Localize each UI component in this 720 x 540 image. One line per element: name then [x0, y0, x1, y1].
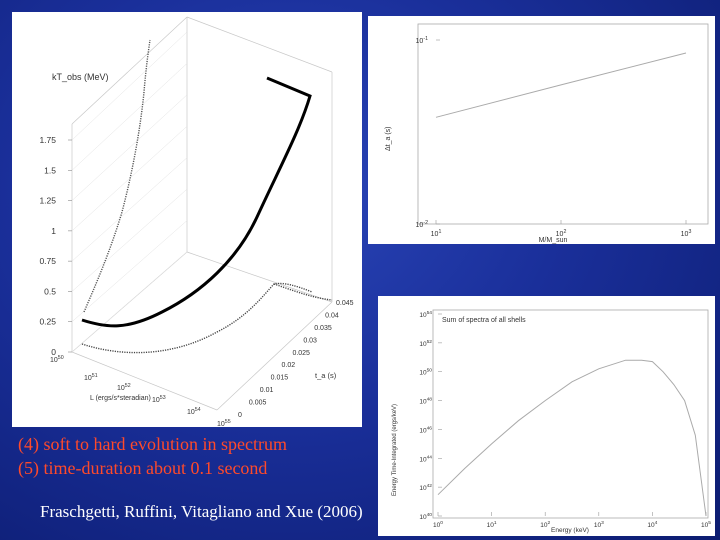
- y-axis-label: t_a (s): [315, 371, 337, 380]
- x-tick-label: 102: [540, 520, 550, 529]
- caption-line-2: (5) time-duration about 0.1 second: [18, 458, 268, 478]
- x-tick-label: 1050: [50, 355, 64, 364]
- annotation-text: Sum of spectra of all shells: [442, 317, 526, 324]
- y-tick-label: 0.025: [292, 350, 310, 357]
- x-tick-label: 1055: [217, 419, 231, 427]
- z-tick-label: 0.75: [39, 256, 56, 266]
- x-axis-label: Energy (keV): [551, 527, 589, 534]
- x-tick-label: 102: [556, 229, 567, 238]
- duration-vs-mass-plot-svg: 101 102 103 10-1 10-2 Δt_a (s) M/M_sun: [385, 23, 709, 244]
- duration-vs-mass-plot: 101 102 103 10-1 10-2 Δt_a (s) M/M_sun: [368, 16, 715, 244]
- x-axis-label: M/M_sun: [539, 237, 568, 244]
- y-tick-label: 0.045: [336, 300, 354, 307]
- duration-series-line: [435, 52, 687, 118]
- y-tick-label: 1054: [419, 310, 432, 319]
- x-tick-label: 104: [647, 520, 657, 529]
- projection-wall-curve: [83, 39, 151, 313]
- z-tick-label: 0.25: [39, 317, 56, 327]
- y-axis-label: Δt_a (s): [385, 126, 392, 151]
- x-tick-label: 101: [487, 520, 497, 529]
- spectrum-evolution-curve: [81, 76, 312, 328]
- time-integrated-spectrum-plot-svg: Sum of spectra of all shells 100 101 102 10…: [392, 309, 711, 534]
- x-tick-label: 105: [701, 520, 711, 529]
- grid-line: [71, 126, 188, 232]
- y-tick-label: 1050: [419, 368, 432, 377]
- plot-frame: [417, 23, 709, 225]
- x-axis-label: L (ergs/s*steradian): [90, 395, 151, 402]
- z-tick-label: 1.25: [39, 196, 56, 206]
- z-axis-label: kT_obs (MeV): [52, 72, 109, 82]
- z-tick-label: 1: [51, 226, 56, 236]
- y-tick-label: 1048: [419, 397, 432, 406]
- x-axis-line: [71, 351, 218, 411]
- x-tick-label: 101: [431, 229, 442, 238]
- tick-labels: 100 101 102 103 104 105 1054 1052 1050 1048 1046 10…: [419, 310, 711, 529]
- y-tick-label: 0.04: [325, 312, 339, 319]
- x-tick-label: 103: [594, 520, 604, 529]
- y-tick-label: 0.03: [303, 337, 317, 344]
- z-tick-label: 0: [51, 347, 56, 357]
- projection-floor-curve: [81, 282, 313, 354]
- time-integrated-spectrum-plot: Sum of spectra of all shells 100 101 102 10…: [378, 296, 715, 536]
- spectrum-3d-plot: kT_obs (MeV) 1.75 1.5 1.25 1 0.75 0.5 0.25 0 L …: [12, 12, 362, 427]
- y-tick-label: 1040: [419, 512, 432, 521]
- z-tick-label: 1.75: [39, 135, 56, 145]
- y-tick-label: 0.005: [249, 400, 267, 407]
- y-tick-label: 0.035: [314, 325, 332, 332]
- back-wall-grid: [71, 31, 188, 353]
- y-tick-label: 1042: [419, 483, 432, 492]
- y-tick-label: 0.015: [271, 375, 289, 382]
- spectrum-3d-plot-svg: kT_obs (MeV) 1.75 1.5 1.25 1 0.75 0.5 0.25 0 L …: [39, 16, 354, 427]
- projection-floor-curve-2: [273, 283, 333, 301]
- grid-line: [71, 220, 188, 322]
- y-tick-label: 1052: [419, 339, 432, 348]
- y-tick-label: 1046: [419, 425, 432, 434]
- plot-frame: [432, 309, 709, 519]
- x-tick-label: 1052: [117, 383, 131, 392]
- y-tick-label: 1044: [419, 454, 432, 463]
- y-tick-label: 10-1: [416, 36, 429, 45]
- z-tick-label: 0.5: [44, 286, 56, 296]
- x-tick-label: 100: [433, 520, 443, 529]
- grid-line: [71, 188, 188, 292]
- x-tick-label: 103: [681, 229, 692, 238]
- spectrum-series-line: [437, 359, 707, 517]
- y-tick-label: 0.01: [260, 387, 274, 394]
- grid-line: [71, 63, 188, 171]
- caption-line-1: (4) soft to hard evolution in spectrum: [18, 434, 287, 454]
- grid-line: [71, 94, 188, 201]
- tick-labels: 101 102 103 10-1 10-2: [416, 36, 692, 238]
- x-tick-label: 1054: [187, 407, 201, 416]
- z-tick-labels: 1.75 1.5 1.25 1 0.75 0.5 0.25 0: [39, 135, 72, 357]
- x-tick-label: 1053: [152, 395, 166, 404]
- top-right-edge: [186, 16, 333, 73]
- grid-line: [71, 31, 188, 141]
- y-tick-label: 0.02: [282, 362, 296, 369]
- x-tick-labels: 1050 1051 1052 1053 1054 1055: [50, 355, 231, 427]
- top-left-edge: [71, 16, 188, 125]
- x-tick-label: 1051: [84, 373, 98, 382]
- y-tick-labels: 0 0.005 0.01 0.015 0.02 0.025 0.03 0.035 0.04 0.0…: [238, 300, 354, 419]
- grid-line: [71, 157, 188, 262]
- z-tick-label: 1.5: [44, 165, 56, 175]
- author-citation: Fraschgetti, Ruffini, Vitagliano and Xue…: [40, 502, 363, 521]
- y-tick-label: 10-2: [416, 220, 429, 229]
- y-tick-label: 0: [238, 412, 242, 419]
- y-axis-line: [216, 301, 333, 411]
- y-axis-label: Energy Time-Integrated (ergs/keV): [392, 404, 398, 496]
- back-floor-edge-2: [186, 251, 333, 303]
- grid-line: [71, 251, 188, 353]
